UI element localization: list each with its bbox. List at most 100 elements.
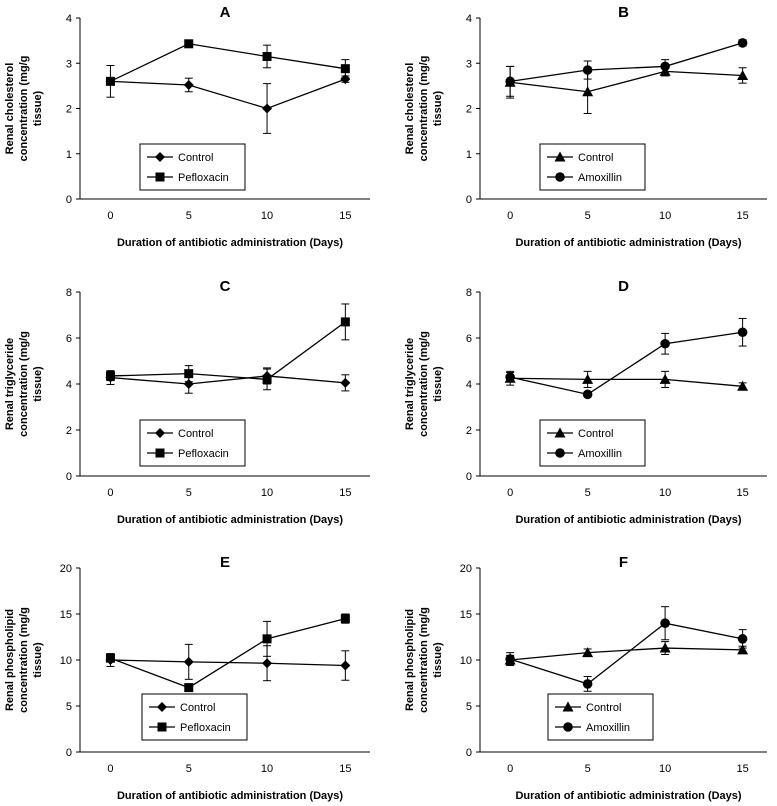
x-tick-label: 15 <box>339 210 351 222</box>
y-tick-label: 20 <box>60 563 72 575</box>
series-line <box>110 78 346 110</box>
legend-box <box>139 143 246 191</box>
x-tick-label: 5 <box>585 210 591 222</box>
x-axis-title: Duration of antibiotic administration (D… <box>117 790 343 802</box>
legend-entry-label: Control <box>180 702 215 714</box>
data-point <box>262 51 272 61</box>
legend-entry-label: Amoxillin <box>586 722 630 734</box>
series-pefloxacin <box>105 39 350 98</box>
legend-entry-label: Amoxillin <box>578 448 622 460</box>
series-amoxillin <box>505 606 748 692</box>
data-point <box>582 389 593 400</box>
data-point <box>660 61 670 72</box>
data-point <box>582 647 594 658</box>
x-tick-label: 15 <box>339 487 351 499</box>
x-tick-label: 15 <box>736 487 748 499</box>
y-tick-label: 0 <box>466 194 472 206</box>
legend-marker <box>554 427 566 438</box>
legend-entry-label: Control <box>578 152 613 164</box>
panel-label-d: D <box>618 278 629 295</box>
chart-panel-c: C 0 2 4 6 8 0 5 10 15 Duration of antibiotic admin… <box>4 278 370 526</box>
x-tick-label: 10 <box>659 487 671 499</box>
legend-entry-label: Amoxillin <box>578 172 622 184</box>
legend-marker <box>555 172 565 182</box>
legend-entry-label: Pefloxacin <box>180 722 231 734</box>
legend: Control Amoxillin <box>539 419 646 467</box>
data-point <box>262 634 272 644</box>
y-axis-title-line: concentration (mg/g <box>18 607 30 713</box>
x-tick-label: 5 <box>186 763 192 775</box>
data-point <box>340 64 350 74</box>
y-tick-label: 0 <box>66 747 72 759</box>
data-point <box>737 380 749 391</box>
y-tick-label: 2 <box>466 425 472 437</box>
y-axis-title-line: Renal phospholipid <box>404 609 416 711</box>
y-axis-title-line: concentration (mg/g <box>18 331 30 437</box>
data-point <box>340 377 351 388</box>
y-tick-label: 2 <box>466 104 472 116</box>
panel-label-c: C <box>220 278 231 295</box>
y-tick-label: 4 <box>466 379 472 391</box>
x-tick-label: 10 <box>261 763 273 775</box>
legend-box <box>539 419 646 467</box>
data-point <box>660 618 670 628</box>
data-point <box>105 653 115 663</box>
y-axis-title-line: concentration (mg/g <box>18 56 30 162</box>
x-tick-label: 0 <box>107 763 113 775</box>
data-point <box>582 679 593 689</box>
y-axis-title-line: concentration (mg/g <box>418 56 430 162</box>
legend-marker <box>563 722 573 732</box>
y-axis-title-line: concentration (mg/g <box>418 331 430 437</box>
legend: Control Amoxillin <box>547 693 654 741</box>
legend-marker <box>155 428 165 438</box>
data-point <box>105 76 115 86</box>
data-point <box>505 76 515 87</box>
legend-marker <box>562 701 574 712</box>
series-line <box>510 647 743 661</box>
data-point <box>582 65 593 75</box>
y-tick-label: 1 <box>66 149 72 161</box>
x-tick-label: 0 <box>507 210 513 222</box>
y-tick-label: 4 <box>66 13 72 25</box>
legend-box <box>139 419 246 467</box>
legend-box <box>539 143 646 191</box>
y-axis-title-line: Renal triglyceride <box>4 338 16 430</box>
legend-marker <box>155 172 165 182</box>
data-point <box>184 39 194 49</box>
series-line <box>110 321 346 381</box>
data-point <box>505 372 515 382</box>
y-axis-title-line: tissue) <box>432 90 444 126</box>
series-line <box>510 70 743 93</box>
y-tick-label: 5 <box>466 701 472 713</box>
y-axis-title-line: tissue) <box>432 366 444 402</box>
x-tick-label: 0 <box>507 487 513 499</box>
x-tick-label: 0 <box>107 487 113 499</box>
y-tick-label: 2 <box>66 425 72 437</box>
data-point <box>659 642 671 653</box>
y-axis-title-line: Renal cholesterol <box>404 63 416 155</box>
x-tick-label: 10 <box>261 210 273 222</box>
y-tick-label: 8 <box>66 287 72 299</box>
series-line <box>509 331 743 396</box>
legend-entry-label: Control <box>178 428 213 440</box>
x-tick-label: 0 <box>507 763 513 775</box>
y-tick-label: 3 <box>466 58 472 70</box>
y-tick-label: 10 <box>60 655 72 667</box>
data-point <box>262 103 273 114</box>
y-axis-title: Renal triglyceride concentration (mg/g tis… <box>404 331 444 437</box>
legend: Control Pefloxacin <box>139 143 246 191</box>
series-line <box>509 622 743 685</box>
data-point <box>737 69 749 80</box>
data-point <box>183 656 194 667</box>
y-axis-title: Renal cholesterol concentration (mg/g tiss… <box>404 56 444 162</box>
y-axis-title-line: tissue) <box>432 642 444 678</box>
y-axis-title-line: tissue) <box>32 366 44 402</box>
legend-marker <box>157 722 167 732</box>
y-tick-label: 4 <box>466 13 472 25</box>
x-tick-label: 5 <box>186 210 192 222</box>
y-axis-title: Renal triglyceride concentration (mg/g tis… <box>4 331 44 437</box>
x-axis-title: Duration of antibiotic administration (D… <box>117 237 343 249</box>
legend: Control Pefloxacin <box>141 693 248 741</box>
x-axis-title: Duration of antibiotic administration (D… <box>515 514 741 526</box>
